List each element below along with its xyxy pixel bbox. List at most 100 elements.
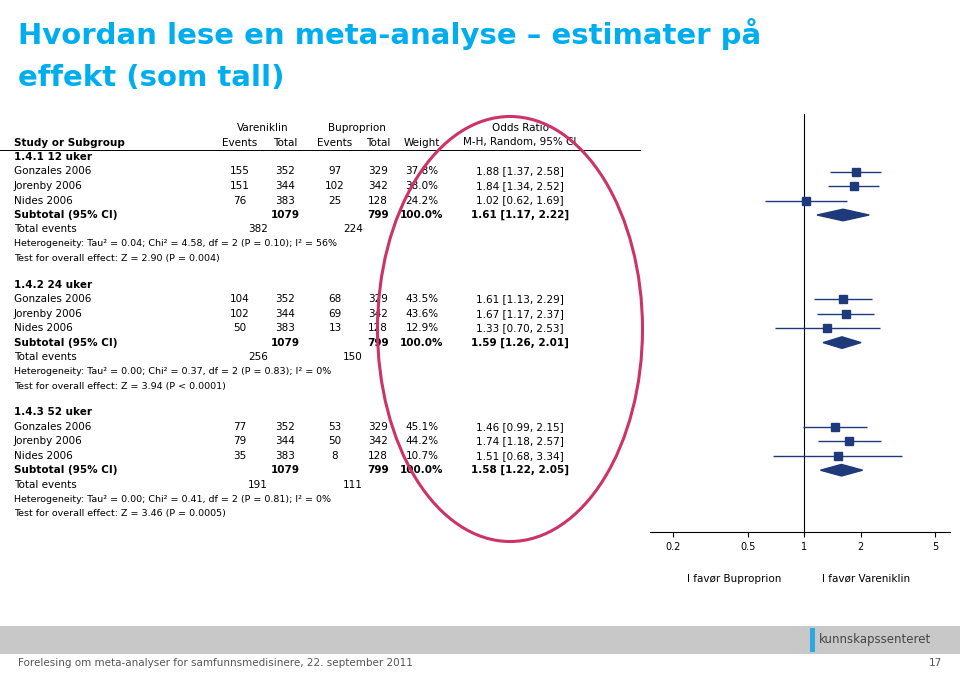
Text: 1.61 [1.13, 2.29]: 1.61 [1.13, 2.29] [476,294,564,304]
Text: 1.58 [1.22, 2.05]: 1.58 [1.22, 2.05] [471,465,569,475]
Text: 100.0%: 100.0% [400,210,444,220]
Text: 68: 68 [328,294,342,304]
Text: Gonzales 2006: Gonzales 2006 [14,166,91,176]
Text: 37.8%: 37.8% [405,166,439,176]
Text: 1.4.2 24 uker: 1.4.2 24 uker [14,280,92,289]
Text: 8: 8 [332,451,338,461]
Text: Jorenby 2006: Jorenby 2006 [14,436,83,446]
Text: 1.88 [1.37, 2.58]: 1.88 [1.37, 2.58] [476,166,564,176]
Text: 53: 53 [328,422,342,432]
Text: 383: 383 [276,451,295,461]
Text: I favør Buproprion: I favør Buproprion [686,574,781,584]
Text: 1.4.3 52 uker: 1.4.3 52 uker [14,407,92,417]
Text: Test for overall effect: Z = 2.90 (P = 0.004): Test for overall effect: Z = 2.90 (P = 0… [14,254,220,263]
Text: 329: 329 [368,422,388,432]
Text: 1.74 [1.18, 2.57]: 1.74 [1.18, 2.57] [476,436,564,446]
Text: 150: 150 [343,352,363,362]
Text: 256: 256 [248,352,268,362]
Text: 10.7%: 10.7% [405,451,439,461]
Text: Vareniklin: Vareniklin [237,123,288,133]
Text: 1.51 [0.68, 3.34]: 1.51 [0.68, 3.34] [476,451,564,461]
Text: Total: Total [273,137,298,148]
Text: M-H, Random, 95% CI: M-H, Random, 95% CI [743,137,856,148]
Text: 329: 329 [368,166,388,176]
Text: 76: 76 [233,196,247,205]
Text: 69: 69 [328,308,342,319]
Text: 352: 352 [276,166,295,176]
Text: 329: 329 [368,294,388,304]
Text: Hvordan lese en meta-analyse – estimater på: Hvordan lese en meta-analyse – estimater… [18,18,761,50]
Text: Weight: Weight [404,137,441,148]
Text: 25: 25 [328,196,342,205]
Text: 155: 155 [230,166,250,176]
Text: 104: 104 [230,294,250,304]
Text: Nides 2006: Nides 2006 [14,196,73,205]
Text: Subtotal (95% CI): Subtotal (95% CI) [14,465,117,475]
Text: Buproprion: Buproprion [327,123,385,133]
Text: Events: Events [318,137,352,148]
Polygon shape [823,337,861,348]
Text: 1.02 [0.62, 1.69]: 1.02 [0.62, 1.69] [476,196,564,205]
Text: 342: 342 [368,436,388,446]
Text: 1.4.1 12 uker: 1.4.1 12 uker [14,152,92,162]
Text: Test for overall effect: Z = 3.46 (P = 0.0005): Test for overall effect: Z = 3.46 (P = 0… [14,509,226,518]
Text: 224: 224 [343,224,363,235]
Text: effekt (som tall): effekt (som tall) [18,64,284,92]
Text: Gonzales 2006: Gonzales 2006 [14,294,91,304]
Polygon shape [821,464,863,476]
Text: 344: 344 [276,436,295,446]
Text: 1079: 1079 [271,465,300,475]
Text: Subtotal (95% CI): Subtotal (95% CI) [14,338,117,347]
Text: 102: 102 [230,308,250,319]
Text: 13: 13 [328,323,342,333]
Text: Jorenby 2006: Jorenby 2006 [14,181,83,191]
Text: Forelesing om meta-analyser for samfunnsmedisinere, 22. september 2011: Forelesing om meta-analyser for samfunns… [18,658,413,668]
Text: 97: 97 [328,166,342,176]
Text: 79: 79 [233,436,247,446]
Text: Heterogeneity: Tau² = 0.00; Chi² = 0.37, df = 2 (P = 0.83); I² = 0%: Heterogeneity: Tau² = 0.00; Chi² = 0.37,… [14,367,331,376]
Text: 352: 352 [276,422,295,432]
Text: Total events: Total events [14,224,77,235]
Text: Nides 2006: Nides 2006 [14,323,73,333]
Text: 43.5%: 43.5% [405,294,439,304]
Text: 344: 344 [276,181,295,191]
Text: 100.0%: 100.0% [400,338,444,347]
Text: 342: 342 [368,181,388,191]
Text: 35: 35 [233,451,247,461]
Text: 344: 344 [276,308,295,319]
Text: Events: Events [223,137,257,148]
Text: Total: Total [366,137,390,148]
Text: Study or Subgroup: Study or Subgroup [14,137,125,148]
Text: 24.2%: 24.2% [405,196,439,205]
Text: Odds Ratio: Odds Ratio [772,123,828,133]
Text: 50: 50 [233,323,247,333]
Text: 50: 50 [328,436,342,446]
Text: Total events: Total events [14,479,77,490]
Text: 128: 128 [368,451,388,461]
Text: 1.61 [1.17, 2.22]: 1.61 [1.17, 2.22] [471,210,569,220]
Text: 383: 383 [276,323,295,333]
Text: Jorenby 2006: Jorenby 2006 [14,308,83,319]
Text: 38.0%: 38.0% [405,181,439,191]
Text: 45.1%: 45.1% [405,422,439,432]
Text: 1.67 [1.17, 2.37]: 1.67 [1.17, 2.37] [476,308,564,319]
Text: Odds Ratio: Odds Ratio [492,123,548,133]
Polygon shape [817,209,869,221]
Text: Heterogeneity: Tau² = 0.04; Chi² = 4.58, df = 2 (P = 0.10); I² = 56%: Heterogeneity: Tau² = 0.04; Chi² = 4.58,… [14,239,337,248]
Text: 382: 382 [248,224,268,235]
Text: 111: 111 [343,479,363,490]
Text: Heterogeneity: Tau² = 0.00; Chi² = 0.41, df = 2 (P = 0.81); I² = 0%: Heterogeneity: Tau² = 0.00; Chi² = 0.41,… [14,495,331,503]
Text: I favør Vareniklin: I favør Vareniklin [822,574,910,584]
Text: 1.59 [1.26, 2.01]: 1.59 [1.26, 2.01] [471,337,569,347]
Text: 1079: 1079 [271,210,300,220]
Text: kunnskapssenteret: kunnskapssenteret [819,633,931,646]
Text: 100.0%: 100.0% [400,465,444,475]
Text: Gonzales 2006: Gonzales 2006 [14,422,91,432]
Text: 191: 191 [248,479,268,490]
Text: 1.46 [0.99, 2.15]: 1.46 [0.99, 2.15] [476,422,564,432]
Text: Total events: Total events [14,352,77,362]
Text: 1.33 [0.70, 2.53]: 1.33 [0.70, 2.53] [476,323,564,333]
Text: 799: 799 [367,210,389,220]
Text: 44.2%: 44.2% [405,436,439,446]
Text: Nides 2006: Nides 2006 [14,451,73,461]
